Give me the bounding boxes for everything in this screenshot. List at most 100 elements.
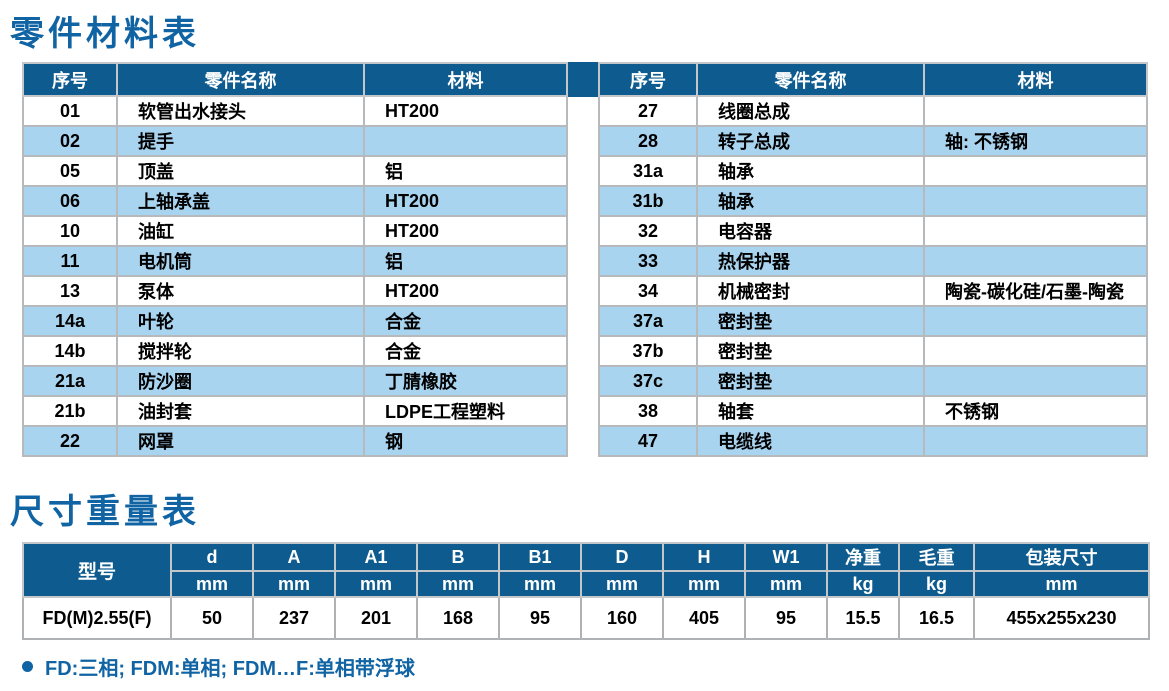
part-no-cell: 14a [22, 305, 118, 337]
dim-col-label: B1 [498, 542, 582, 572]
part-name-cell: 密封垫 [696, 365, 925, 397]
dim-col-unit: mm [662, 570, 746, 598]
parts-table-right-body: 27 线圈总成 28 转子总成 轴: 不锈钢 31a 轴承 [598, 95, 1148, 457]
part-no-cell: 22 [22, 425, 118, 457]
dim-value-cell: 405 [662, 596, 746, 640]
dim-value-cell: 95 [744, 596, 828, 640]
table-row: 14a 叶轮 合金 [22, 305, 568, 337]
part-no-cell: 38 [598, 395, 698, 427]
part-name-cell: 轴承 [696, 185, 925, 217]
part-name-cell: 防沙圈 [116, 365, 365, 397]
part-no-cell: 28 [598, 125, 698, 157]
part-name-cell: 电机筒 [116, 245, 365, 277]
part-material-cell [923, 425, 1148, 457]
col-header-name: 零件名称 [116, 62, 365, 97]
table-row: 01 软管出水接头 HT200 [22, 95, 568, 127]
parts-table-right: 序号 零件名称 材料 27 线圈总成 28 转子总成 [598, 62, 1148, 457]
part-name-cell: 泵体 [116, 275, 365, 307]
table-row: 38 轴套 不锈钢 [598, 395, 1148, 427]
table-row: 06 上轴承盖 HT200 [22, 185, 568, 217]
dim-col-unit: mm [334, 570, 418, 598]
part-material-cell [923, 305, 1148, 337]
table-row: 10 油缸 HT200 [22, 215, 568, 247]
part-name-cell: 密封垫 [696, 305, 925, 337]
bullet-icon [22, 661, 33, 672]
part-name-cell: 油封套 [116, 395, 365, 427]
part-no-cell: 06 [22, 185, 118, 217]
dim-value-cell: 455x255x230 [973, 596, 1150, 640]
col-header-model: 型号 [22, 542, 172, 598]
dim-col-label: A1 [334, 542, 418, 572]
table-header-row: 序号 零件名称 材料 [598, 62, 1148, 97]
table-row: 13 泵体 HT200 [22, 275, 568, 307]
parts-table-left-body: 01 软管出水接头 HT200 02 提手 05 顶盖 铝 [22, 95, 568, 457]
part-material-cell: HT200 [363, 215, 568, 247]
part-name-cell: 机械密封 [696, 275, 925, 307]
dimensions-table-title: 尺寸重量表 [10, 493, 200, 531]
footnote: FD:三相; FDM:单相; FDM…F:单相带浮球 [22, 652, 415, 681]
col-header-no: 序号 [598, 62, 698, 97]
part-material-cell: 陶瓷-碳化硅/石墨-陶瓷 [923, 275, 1148, 307]
part-no-cell: 32 [598, 215, 698, 247]
dim-col-label: A [252, 542, 336, 572]
part-no-cell: 21b [22, 395, 118, 427]
table-row: 31b 轴承 [598, 185, 1148, 217]
part-no-cell: 31a [598, 155, 698, 187]
table-row: 28 转子总成 轴: 不锈钢 [598, 125, 1148, 157]
col-header-material: 材料 [363, 62, 568, 97]
part-no-cell: 27 [598, 95, 698, 127]
parts-table-left: 序号 零件名称 材料 01 软管出水接头 HT200 02 提手 [22, 62, 568, 457]
part-material-cell: HT200 [363, 95, 568, 127]
table-row: 21a 防沙圈 丁腈橡胶 [22, 365, 568, 397]
parts-table-title: 零件材料表 [10, 15, 200, 53]
part-material-cell: 铝 [363, 245, 568, 277]
dim-col-label: 包装尺寸 [973, 542, 1150, 572]
dim-col-label: D [580, 542, 664, 572]
dim-col-unit: mm [744, 570, 828, 598]
dim-value-cell: 16.5 [898, 596, 975, 640]
dim-col-unit: mm [973, 570, 1150, 598]
col-header-material: 材料 [923, 62, 1148, 97]
table-row: 37b 密封垫 [598, 335, 1148, 367]
table-row: 02 提手 [22, 125, 568, 157]
dim-col-unit: mm [252, 570, 336, 598]
table-row: 31a 轴承 [598, 155, 1148, 187]
part-material-cell: LDPE工程塑料 [363, 395, 568, 427]
dim-col-label: d [170, 542, 254, 572]
dim-col-unit: kg [826, 570, 900, 598]
col-header-name: 零件名称 [696, 62, 925, 97]
part-no-cell: 01 [22, 95, 118, 127]
part-no-cell: 05 [22, 155, 118, 187]
part-no-cell: 10 [22, 215, 118, 247]
table-gap-column [568, 62, 598, 457]
dim-col-label: H [662, 542, 746, 572]
part-material-cell [363, 125, 568, 157]
dimensions-weight-table: 型号 d A A1 B B1 D H W1 [22, 542, 1150, 640]
table-row: 37c 密封垫 [598, 365, 1148, 397]
table-header-row: 序号 零件名称 材料 [22, 62, 568, 97]
part-no-cell: 37b [598, 335, 698, 367]
dims-header-label-row: 型号 d A A1 B B1 D H W1 [22, 542, 1150, 598]
part-name-cell: 转子总成 [696, 125, 925, 157]
table-row: 34 机械密封 陶瓷-碳化硅/石墨-陶瓷 [598, 275, 1148, 307]
footnote-text: FD:三相; FDM:单相; FDM…F:单相带浮球 [45, 658, 415, 680]
dim-col-unit: kg [898, 570, 975, 598]
part-no-cell: 14b [22, 335, 118, 367]
dim-col-unit: mm [498, 570, 582, 598]
part-name-cell: 叶轮 [116, 305, 365, 337]
part-material-cell: 合金 [363, 335, 568, 367]
part-name-cell: 电缆线 [696, 425, 925, 457]
dim-col-label: B [416, 542, 500, 572]
part-no-cell: 13 [22, 275, 118, 307]
part-material-cell [923, 95, 1148, 127]
part-material-cell [923, 335, 1148, 367]
part-name-cell: 上轴承盖 [116, 185, 365, 217]
table-row: 33 热保护器 [598, 245, 1148, 277]
part-material-cell [923, 185, 1148, 217]
table-row: 05 顶盖 铝 [22, 155, 568, 187]
dim-col-label: W1 [744, 542, 828, 572]
part-material-cell: 铝 [363, 155, 568, 187]
dim-col-unit: mm [416, 570, 500, 598]
table-row: 14b 搅拌轮 合金 [22, 335, 568, 367]
